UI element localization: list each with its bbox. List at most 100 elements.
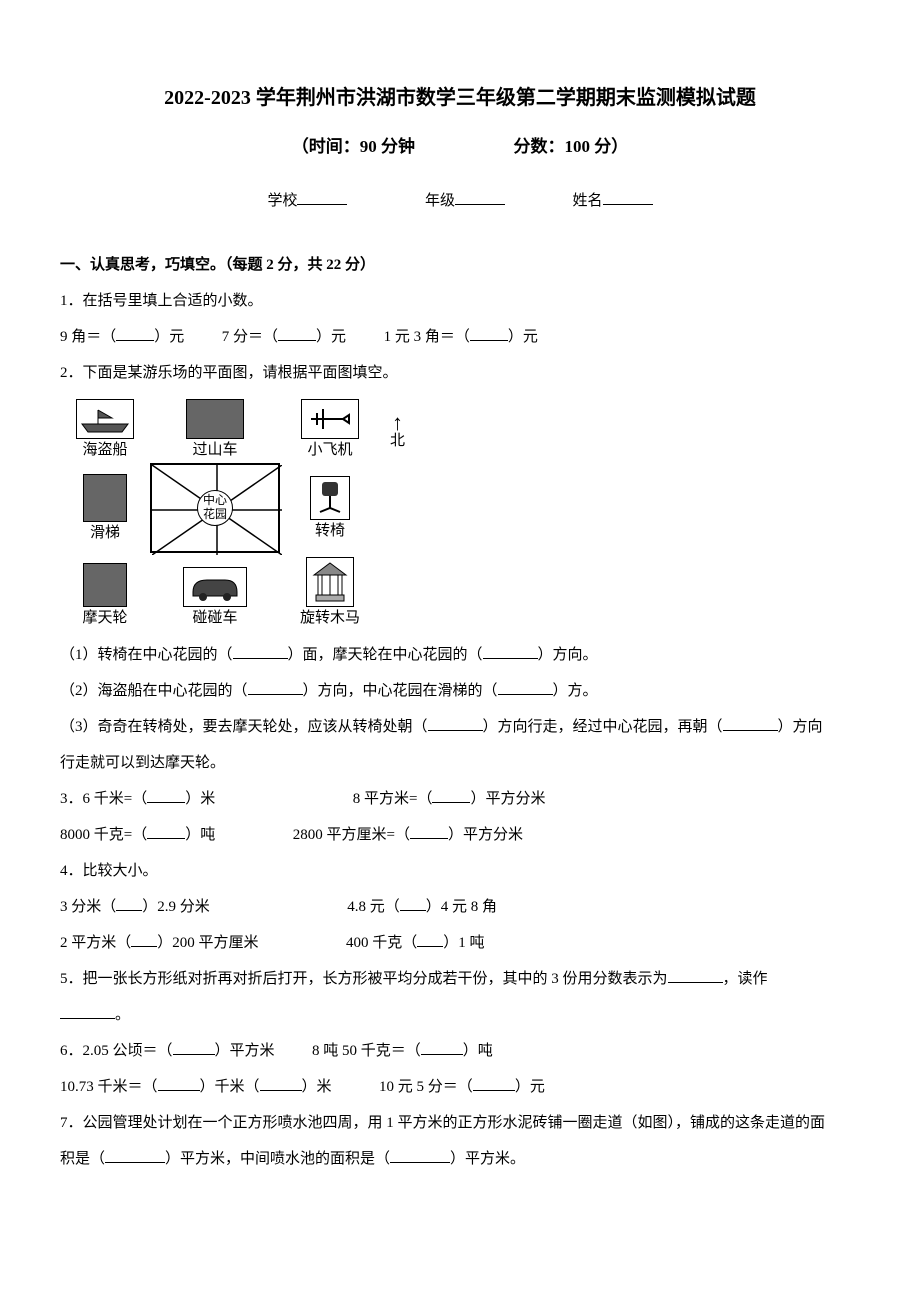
- q1-stem: 1．在括号里填上合适的小数。: [60, 283, 860, 319]
- center-garden-circle: 中心 花园: [197, 490, 233, 526]
- q3c-blank[interactable]: [147, 824, 185, 839]
- q2s2-blank1[interactable]: [248, 680, 303, 695]
- q1a-pre: 9 角＝（: [60, 329, 116, 345]
- q2s1-blank2[interactable]: [483, 644, 538, 659]
- q2s2-b: ）方向，中心花园在滑梯的（: [303, 683, 498, 699]
- q1c-pre: 1 元 3 角＝（: [384, 329, 470, 345]
- q2-stem: 2．下面是某游乐场的平面图，请根据平面图填空。: [60, 355, 860, 391]
- q7-blank1[interactable]: [105, 1148, 165, 1163]
- q6d-blank[interactable]: [473, 1076, 515, 1091]
- q5-c: 。: [115, 1007, 130, 1023]
- exam-subtitle: （时间：90 分钟 分数：100 分）: [60, 132, 860, 163]
- q2-sub1: （1）转椅在中心花园的（）面，摩天轮在中心花园的（）方向。: [60, 637, 860, 673]
- q1c-blank[interactable]: [470, 326, 508, 341]
- q1a-blank[interactable]: [116, 326, 154, 341]
- q4a-blank[interactable]: [116, 896, 142, 911]
- q6c-mid: ）千米（: [200, 1079, 260, 1095]
- q5-blank2[interactable]: [60, 1004, 115, 1019]
- pirate-ship-icon: [76, 399, 134, 439]
- q4-stem: 4．比较大小。: [60, 853, 860, 889]
- q3d-blank[interactable]: [410, 824, 448, 839]
- q2s1-c: ）方向。: [538, 647, 598, 663]
- school-blank[interactable]: [297, 190, 347, 205]
- q6b-blank[interactable]: [421, 1040, 463, 1055]
- swivel-chair-icon: [310, 476, 350, 520]
- q6a-pre: 6．2.05 公顷＝（: [60, 1043, 173, 1059]
- small-plane-icon: [301, 399, 359, 439]
- q3c-pre: 8000 千克=（: [60, 827, 147, 843]
- q7b-pre: 积是（: [60, 1151, 105, 1167]
- bumper-car-icon: [183, 567, 247, 607]
- q2-sub3-line2: 行走就可以到达摩天轮。: [60, 745, 860, 781]
- grade-label: 年级: [425, 193, 455, 209]
- q4c-pre: 2 平方米（: [60, 935, 131, 951]
- q3a-blank[interactable]: [147, 788, 185, 803]
- north-label: 北: [390, 434, 405, 449]
- q5-blank1[interactable]: [668, 968, 723, 983]
- name-label: 姓名: [573, 193, 603, 209]
- grade-blank[interactable]: [455, 190, 505, 205]
- q2s3-c: ）方向: [778, 719, 823, 735]
- q3d-pre: 2800 平方厘米=（: [293, 827, 410, 843]
- center-label-b: 花园: [203, 508, 227, 521]
- q3a-post: ）米: [185, 791, 215, 807]
- q2s3-blank1[interactable]: [428, 716, 483, 731]
- q3-line1: 3．6 千米=（）米 8 平方米=（）平方分米: [60, 781, 860, 817]
- q6a-blank[interactable]: [173, 1040, 215, 1055]
- q3-line2: 8000 千克=（）吨 2800 平方厘米=（）平方分米: [60, 817, 860, 853]
- roller-coaster-icon: [186, 399, 244, 439]
- swivel-chair-label: 转椅: [315, 522, 345, 540]
- q2s1-blank1[interactable]: [233, 644, 288, 659]
- q4a-pre: 3 分米（: [60, 899, 116, 915]
- q2s3-blank2[interactable]: [723, 716, 778, 731]
- q4b-pre: 4.8 元（: [347, 899, 400, 915]
- q6b-pre: 8 吨 50 千克＝（: [312, 1043, 421, 1059]
- arrow-up-icon: ↑: [392, 412, 403, 434]
- q4d-blank[interactable]: [417, 932, 443, 947]
- q6c-post: ）米: [302, 1079, 332, 1095]
- q4a-post: ）2.9 分米: [142, 899, 210, 915]
- q6c-blank2[interactable]: [260, 1076, 302, 1091]
- q6d-post: ）元: [515, 1079, 545, 1095]
- q2-sub3-line1: （3）奇奇在转椅处，要去摩天轮处，应该从转椅处朝（）方向行走，经过中心花园，再朝…: [60, 709, 860, 745]
- q4c-blank[interactable]: [131, 932, 157, 947]
- q1b-blank[interactable]: [278, 326, 316, 341]
- q2-sub2: （2）海盗船在中心花园的（）方向，中心花园在滑梯的（）方。: [60, 673, 860, 709]
- center-garden-box: 中心 花园: [150, 463, 280, 553]
- q7b-mid: ）平方米，中间喷水池的面积是（: [165, 1151, 390, 1167]
- q2s3-b: ）方向行走，经过中心花园，再朝（: [483, 719, 723, 735]
- q6b-post: ）吨: [463, 1043, 493, 1059]
- ferris-wheel-label: 摩天轮: [82, 609, 127, 627]
- center-label-a: 中心: [203, 494, 227, 507]
- name-blank[interactable]: [603, 190, 653, 205]
- q2s1-b: ）面，摩天轮在中心花园的（: [288, 647, 483, 663]
- q3b-post: ）平方分米: [470, 791, 545, 807]
- carousel-icon: [306, 557, 354, 607]
- q4b-post: ）4 元 8 角: [426, 899, 497, 915]
- q7-line2: 积是（）平方米，中间喷水池的面积是（）平方米。: [60, 1141, 860, 1177]
- q4-line2: 2 平方米（）200 平方厘米 400 千克（）1 吨: [60, 925, 860, 961]
- q3b-blank[interactable]: [432, 788, 470, 803]
- q1b-pre: 7 分＝（: [222, 329, 278, 345]
- school-label: 学校: [267, 193, 297, 209]
- q5-line2: 。: [60, 997, 860, 1033]
- q6c-pre: 10.73 千米＝（: [60, 1079, 158, 1095]
- q5-b: ，读作: [723, 971, 768, 987]
- q5-a: 5．把一张长方形纸对折再对折后打开，长方形被平均分成若干份，其中的 3 份用分数…: [60, 971, 668, 987]
- q4d-post: ）1 吨: [443, 935, 484, 951]
- q6-line2: 10.73 千米＝（）千米（）米 10 元 5 分＝（）元: [60, 1069, 860, 1105]
- q3c-post: ）吨: [185, 827, 215, 843]
- q5-line1: 5．把一张长方形纸对折再对折后打开，长方形被平均分成若干份，其中的 3 份用分数…: [60, 961, 860, 997]
- pirate-ship-label: 海盗船: [82, 441, 127, 459]
- slide-label: 滑梯: [90, 524, 120, 542]
- q1c-post: ）元: [508, 329, 538, 345]
- q4b-blank[interactable]: [400, 896, 426, 911]
- q6c-blank1[interactable]: [158, 1076, 200, 1091]
- score-info: 分数：100 分）: [514, 137, 629, 156]
- q4c-post: ）200 平方厘米: [157, 935, 258, 951]
- q4-line1: 3 分米（ ）2.9 分米 4.8 元（ ）4 元 8 角: [60, 889, 860, 925]
- q7-blank2[interactable]: [390, 1148, 450, 1163]
- q3a-pre: 3．6 千米=（: [60, 791, 147, 807]
- ferris-wheel-icon: [83, 563, 127, 607]
- q2s2-blank2[interactable]: [498, 680, 553, 695]
